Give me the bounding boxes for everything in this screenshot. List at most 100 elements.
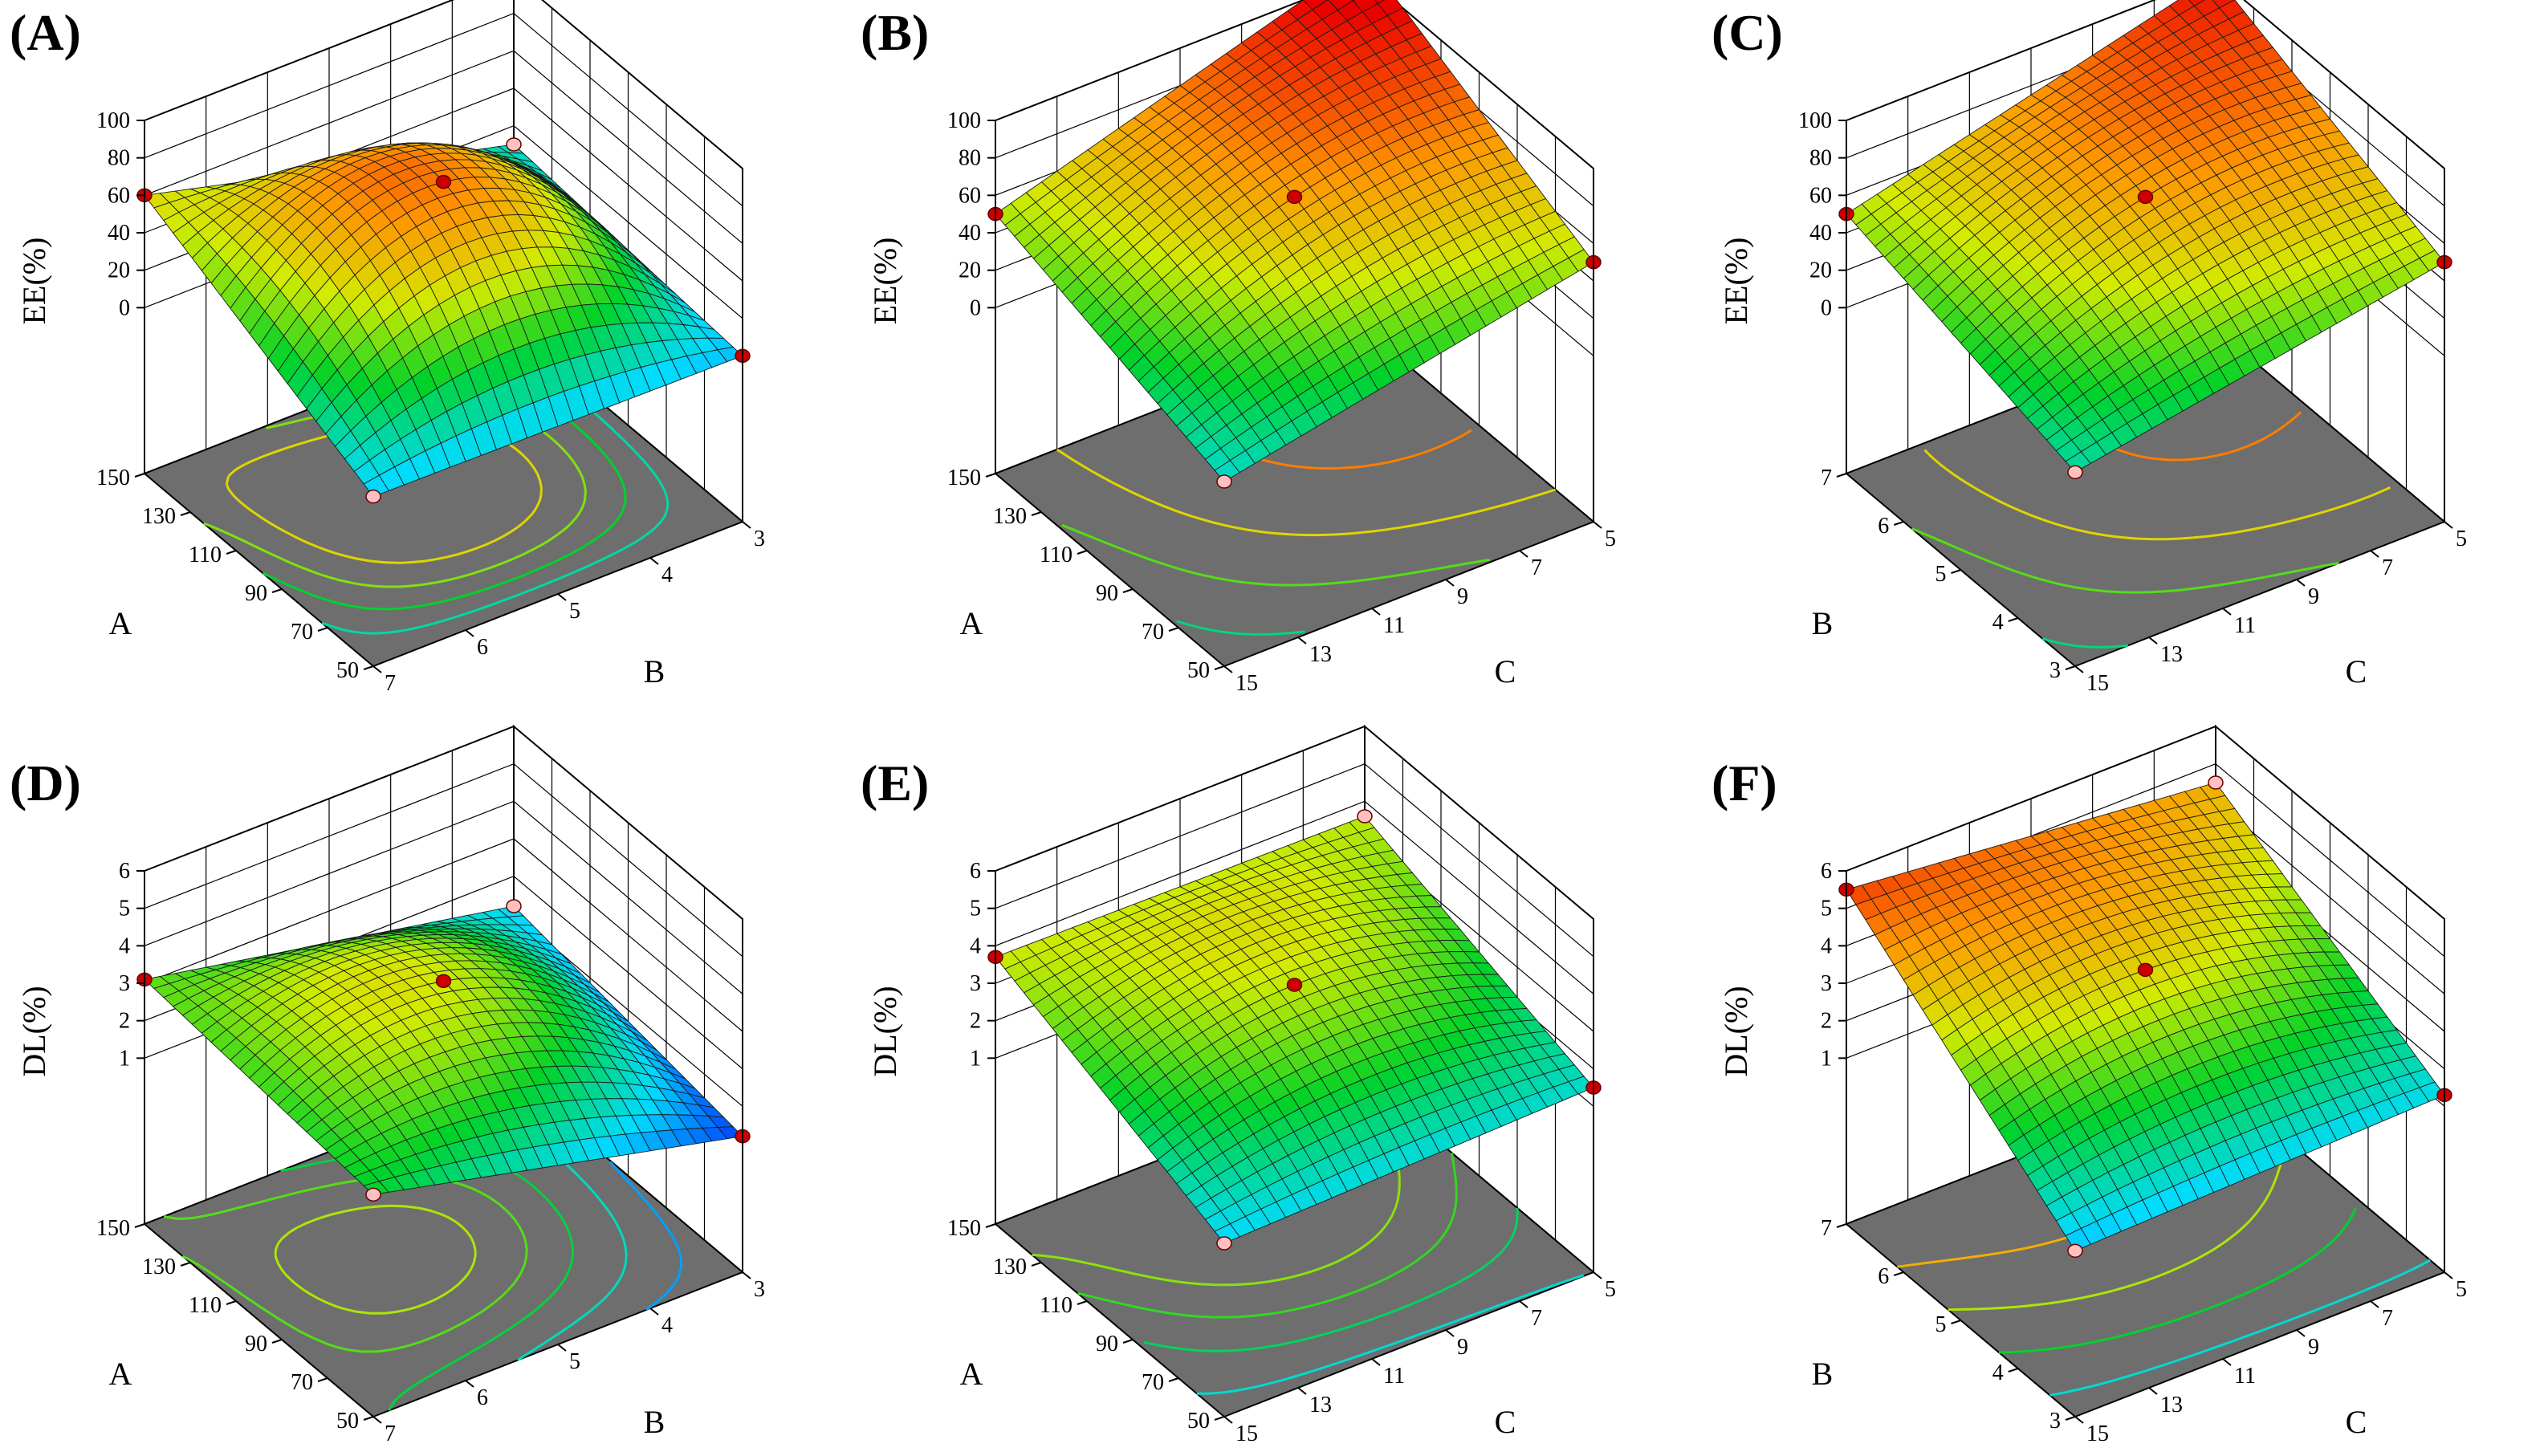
left-axis-tick-label: 150 bbox=[96, 1216, 130, 1241]
left-axis-tick-label: 4 bbox=[1992, 1360, 2004, 1385]
left-axis-tick-mark bbox=[1168, 1377, 1179, 1382]
right-axis-tick-label: 7 bbox=[1531, 555, 1542, 580]
contour-line bbox=[1948, 1139, 2289, 1312]
z-tick-label: 80 bbox=[1809, 146, 1832, 171]
right-axis-tick-label: 11 bbox=[1383, 1364, 1405, 1389]
contour-line bbox=[609, 1161, 683, 1312]
right-axis-tick-mark bbox=[649, 1308, 659, 1316]
design-point bbox=[1286, 189, 1303, 205]
left-axis-tick-label: 90 bbox=[1096, 581, 1118, 606]
right-axis-tick-label: 5 bbox=[2456, 527, 2467, 551]
right-axis-tick-mark bbox=[2296, 579, 2306, 587]
left-axis-tick-mark bbox=[1122, 588, 1134, 593]
wall-grid-line bbox=[144, 800, 743, 994]
z-tick-label: 3 bbox=[1821, 971, 1832, 996]
wall-grid-line bbox=[144, 50, 743, 244]
right-axis-tick-mark bbox=[1223, 665, 1233, 673]
left-axis-label: A bbox=[960, 1356, 983, 1392]
left-axis-tick-mark bbox=[1214, 665, 1225, 670]
design-point bbox=[2137, 189, 2154, 205]
z-axis-label: DL(%) bbox=[1718, 986, 1754, 1076]
contour-line bbox=[1056, 448, 1556, 537]
right-axis-tick-mark bbox=[557, 593, 567, 601]
left-axis-tick-mark bbox=[271, 588, 283, 593]
left-axis-tick-mark bbox=[1951, 1320, 1961, 1324]
right-axis-tick-mark bbox=[1445, 1329, 1455, 1337]
z-axis-label: EE(%) bbox=[1718, 238, 1754, 325]
left-axis-tick-mark bbox=[363, 665, 374, 670]
panel-letter: (D) bbox=[10, 754, 81, 811]
chart-panel-4: 1 2 3 4 5 6 50 70 90 110 130 150 7 6 5 4 3 (D) DL(%) A B bbox=[10, 724, 765, 1446]
right-axis-tick-label: 4 bbox=[661, 563, 673, 588]
right-axis-tick-label: 11 bbox=[2234, 1364, 2256, 1389]
right-axis-tick-mark bbox=[742, 521, 751, 529]
left-axis-tick-label: 90 bbox=[245, 581, 267, 606]
right-axis-tick-label: 15 bbox=[1235, 1421, 1258, 1446]
response-surface bbox=[144, 142, 743, 498]
right-axis-tick-label: 15 bbox=[2086, 1421, 2109, 1446]
right-axis-label: C bbox=[1495, 1404, 1516, 1440]
design-point bbox=[2067, 465, 2083, 480]
design-point bbox=[435, 174, 452, 189]
contour-line bbox=[2049, 1259, 2431, 1397]
left-axis-tick-mark bbox=[2065, 665, 2076, 670]
right-axis-tick-label: 11 bbox=[2234, 613, 2256, 638]
left-axis-tick-mark bbox=[1077, 550, 1088, 555]
right-axis-tick-label: 9 bbox=[2308, 584, 2319, 609]
right-axis-tick-label: 5 bbox=[569, 599, 580, 624]
z-tick-label: 6 bbox=[970, 859, 981, 884]
right-axis-tick-label: 7 bbox=[2382, 1306, 2393, 1331]
right-axis-tick-mark bbox=[2074, 665, 2084, 673]
left-axis-tick-mark bbox=[226, 1300, 237, 1305]
right-axis-tick-label: 13 bbox=[2160, 1393, 2183, 1417]
contour-line bbox=[2041, 637, 2128, 649]
z-axis-label: EE(%) bbox=[867, 238, 903, 325]
wall-grid-line bbox=[144, 838, 743, 1032]
design-point bbox=[506, 137, 522, 152]
contour-line bbox=[1998, 1207, 2357, 1354]
z-tick-label: 40 bbox=[1809, 221, 1832, 246]
left-axis-tick-label: 70 bbox=[291, 1370, 313, 1395]
z-tick-label: 5 bbox=[1821, 897, 1832, 921]
design-point bbox=[2067, 1243, 2083, 1259]
left-axis-tick-label: 7 bbox=[1821, 1216, 1832, 1241]
right-axis-tick-mark bbox=[1371, 608, 1381, 616]
z-tick-label: 80 bbox=[108, 146, 130, 171]
left-axis-tick-mark bbox=[317, 627, 328, 632]
left-axis-tick-mark bbox=[1031, 511, 1042, 516]
right-axis-tick-label: 15 bbox=[1235, 671, 1258, 696]
left-axis-tick-label: 50 bbox=[1187, 658, 1210, 683]
right-axis-tick-label: 13 bbox=[1309, 1393, 1332, 1417]
right-axis-tick-mark bbox=[2222, 608, 2232, 616]
design-point bbox=[1216, 474, 1232, 489]
right-axis-tick-label: 5 bbox=[1605, 1277, 1616, 1302]
design-point bbox=[365, 489, 381, 504]
contour-line bbox=[1176, 620, 1305, 636]
right-axis-tick-label: 9 bbox=[1457, 1335, 1468, 1360]
right-axis-tick-label: 11 bbox=[1383, 613, 1405, 638]
right-axis-tick-label: 9 bbox=[2308, 1335, 2319, 1360]
z-tick-label: 0 bbox=[970, 295, 981, 320]
left-axis-tick-label: 70 bbox=[1142, 620, 1164, 645]
z-tick-label: 20 bbox=[959, 258, 981, 283]
right-axis-tick-mark bbox=[1445, 579, 1455, 587]
left-axis-tick-mark bbox=[1031, 1262, 1042, 1267]
design-point bbox=[1357, 809, 1373, 824]
right-axis-tick-label: 9 bbox=[1457, 584, 1468, 609]
wall-grid-line bbox=[995, 763, 1594, 958]
left-axis-tick-mark bbox=[1951, 569, 1961, 574]
left-axis-tick-mark bbox=[317, 1377, 328, 1382]
response-surface bbox=[1846, 782, 2445, 1251]
left-axis-tick-label: 90 bbox=[1096, 1332, 1118, 1356]
z-tick-label: 5 bbox=[970, 897, 981, 921]
left-axis-tick-mark bbox=[985, 473, 996, 478]
response-surface bbox=[144, 905, 743, 1195]
z-tick-label: 60 bbox=[1809, 183, 1832, 208]
right-axis-tick-label: 6 bbox=[477, 635, 488, 660]
right-axis-tick-mark bbox=[372, 665, 382, 673]
right-axis-tick-mark bbox=[465, 1380, 474, 1388]
right-axis-tick-label: 13 bbox=[2160, 642, 2183, 667]
right-axis-tick-label: 7 bbox=[385, 1421, 396, 1446]
right-axis-tick-mark bbox=[1297, 636, 1307, 645]
chart-panel-6: 1 2 3 4 5 6 3 4 5 6 7 15 13 11 9 7 5 (F) DL(%) B C bbox=[1712, 724, 2467, 1446]
